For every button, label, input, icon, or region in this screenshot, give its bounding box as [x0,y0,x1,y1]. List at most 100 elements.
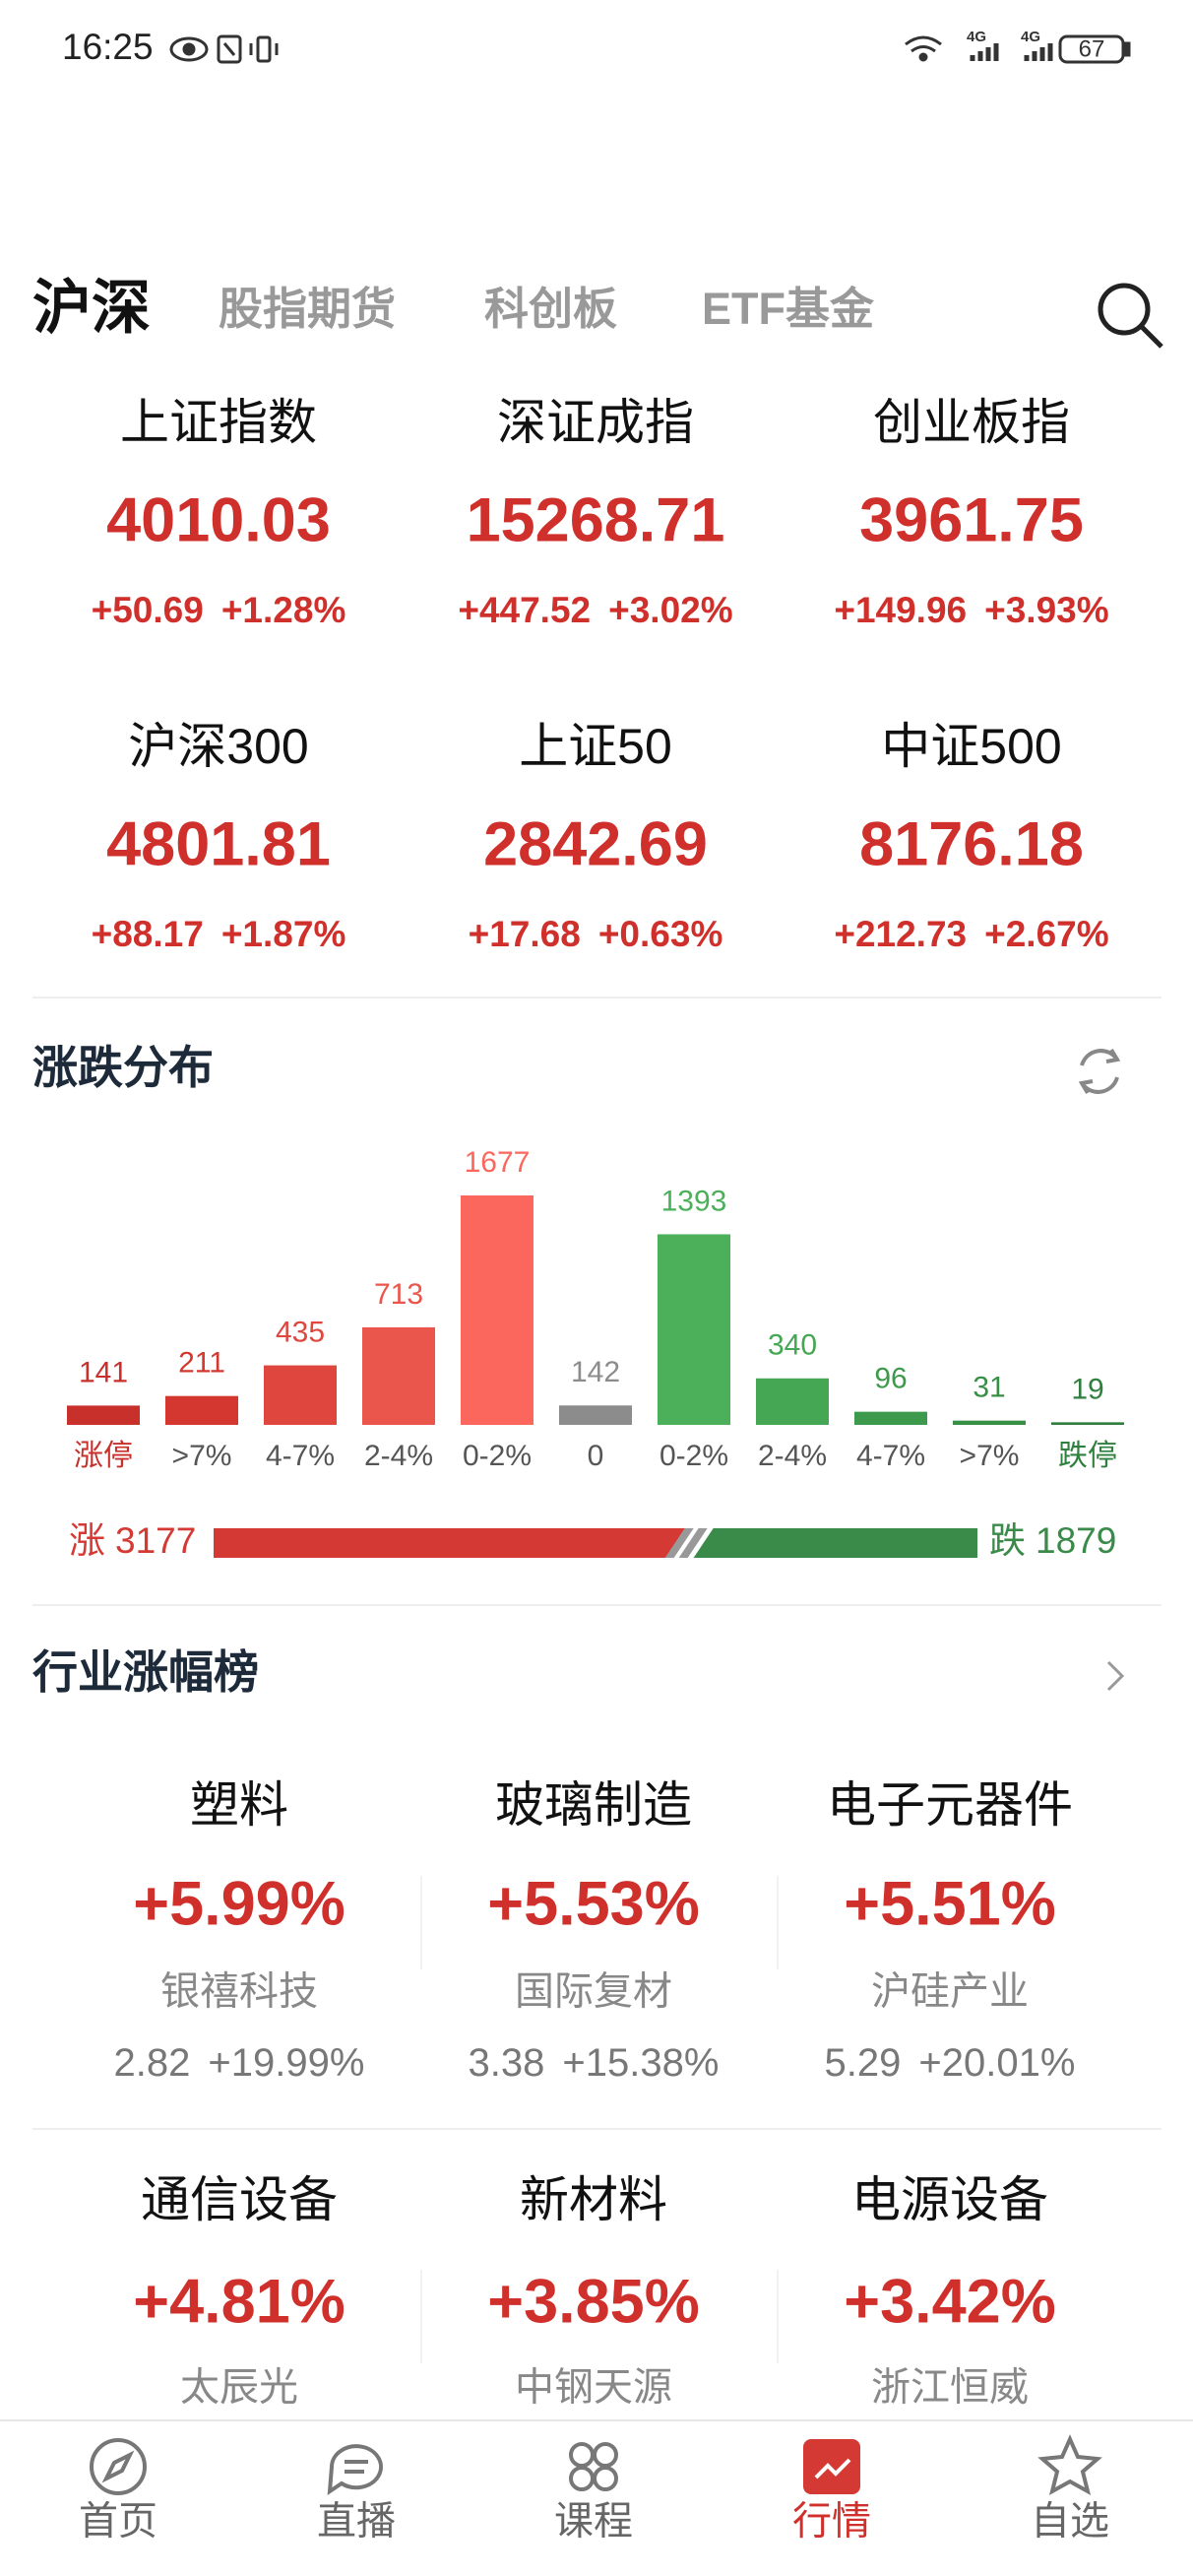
rise-count: 3177 [115,1520,196,1561]
index-change: +50.69 [92,590,204,630]
bar-category: 0-2% [463,1440,532,1472]
index-change: +212.73 [834,914,967,954]
gap-stripe [664,1528,694,1558]
index-value: 15268.71 [467,486,725,555]
index-change-line: +149.96 +3.93% [834,590,1108,630]
stock-pct: +19.99% [208,2041,364,2085]
tab[interactable]: 沪深 [32,275,151,341]
industry-name: 玻璃制造 [495,1777,692,1833]
nav-item[interactable]: 直播 [317,2500,396,2544]
leading-stock: 太辰光 [180,2366,298,2410]
section-title: 行业涨幅榜 [32,1646,259,1698]
section-title: 涨跌分布 [32,1042,214,1093]
network-type: 4G [1021,29,1040,45]
bar-category: 4-7% [266,1440,335,1472]
rise-bar [214,1528,687,1558]
bar-value: 713 [374,1278,423,1311]
status-time: 16:25 [62,27,154,67]
index-change-line: +212.73 +2.67% [834,914,1108,954]
bar-category: 跌停 [1058,1440,1117,1472]
index-name[interactable]: 上证指数 [120,395,317,450]
index-value: 3961.75 [859,486,1084,555]
bar [1051,1422,1124,1425]
industry-name: 新材料 [520,2172,667,2227]
bar-value: 1393 [661,1185,727,1217]
bar-value: 340 [768,1329,817,1362]
bar [165,1395,238,1425]
bar-category: 2-4% [364,1440,433,1472]
stock-pct: +15.38% [562,2041,719,2085]
index-name[interactable]: 创业板指 [873,395,1070,450]
index-name[interactable]: 深证成指 [497,395,694,450]
stock-price: 3.38 [469,2041,545,2085]
industry-pct: +3.85% [487,2268,699,2337]
nav-item[interactable]: 自选 [1031,2500,1109,2544]
fall-total: 跌 1879 [989,1520,1116,1561]
stock-quote: 5.29 +20.01% [825,2041,1076,2085]
bar-category: >7% [172,1440,232,1472]
index-name[interactable]: 沪深300 [128,719,308,774]
stock-quote: 2.82 +19.99% [114,2041,365,2085]
bar-category: 0 [588,1440,604,1472]
rise-total: 涨 3177 [69,1520,196,1561]
index-change-line: +50.69 +1.28% [92,590,346,630]
stock-price: 5.29 [825,2041,902,2085]
industry-pct: +5.53% [487,1870,699,1939]
status-icons [169,34,1131,64]
bar [461,1195,534,1425]
network-type: 4G [967,29,986,45]
tab[interactable]: ETF基金 [702,284,875,334]
search-button[interactable] [1098,283,1163,349]
index-change: +88.17 [92,914,204,954]
nav-item[interactable]: 行情 [792,2500,871,2544]
bar-value: 19 [1071,1373,1103,1405]
index-change-line: +447.52 +3.02% [458,590,732,630]
industry-pct: +3.42% [844,2268,1055,2337]
bar-value: 141 [79,1356,128,1388]
index-pct: +1.28% [221,590,346,630]
index-change: +447.52 [458,590,591,630]
bar-category: 2-4% [758,1440,827,1472]
nav-item[interactable]: 首页 [79,2500,157,2544]
index-value: 4801.81 [106,810,331,879]
bar-value: 31 [973,1372,1005,1404]
index-name[interactable]: 上证50 [519,719,672,774]
gap-stripe [678,1528,708,1558]
bar [67,1405,140,1425]
leading-stock: 银禧科技 [160,1970,318,2014]
bottom-nav [0,2420,1193,2576]
fall-count: 1879 [1036,1520,1116,1561]
bar-value: 1677 [465,1146,531,1179]
nav-item[interactable]: 课程 [554,2500,633,2544]
index-pct: +1.87% [221,914,346,954]
stock-pct: +20.01% [918,2041,1075,2085]
column-separators [420,1876,779,2363]
index-pct: +0.63% [598,914,723,954]
index-value: 2842.69 [483,810,708,879]
leading-stock: 沪硅产业 [871,1970,1029,2014]
more-arrow[interactable] [1106,1660,1125,1692]
industry-name: 塑料 [190,1777,288,1833]
index-pct: +3.02% [608,590,733,630]
bar-category: 4-7% [856,1440,925,1472]
industry-name: 电子元器件 [827,1777,1073,1833]
index-change: +17.68 [469,914,581,954]
leading-stock: 浙江恒威 [871,2366,1029,2410]
index-change: +149.96 [834,590,967,630]
tab[interactable]: 股指期货 [219,284,396,334]
bar-value: 96 [874,1363,907,1395]
industry-pct: +5.99% [133,1870,345,1939]
nav-icons [90,2434,1102,2495]
industry-name: 电源设备 [851,2172,1048,2227]
bar [854,1411,927,1425]
tab[interactable]: 科创板 [484,284,617,334]
stock-price: 2.82 [114,2041,191,2085]
refresh-button[interactable] [1078,1048,1121,1095]
index-name[interactable]: 中证500 [881,719,1061,774]
index-value: 8176.18 [859,810,1084,879]
bar [953,1420,1026,1425]
bar-value: 142 [571,1356,620,1388]
bar-category: 涨停 [74,1440,133,1472]
stock-quote: 3.38 +15.38% [469,2041,720,2085]
leading-stock: 国际复材 [515,1970,672,2014]
